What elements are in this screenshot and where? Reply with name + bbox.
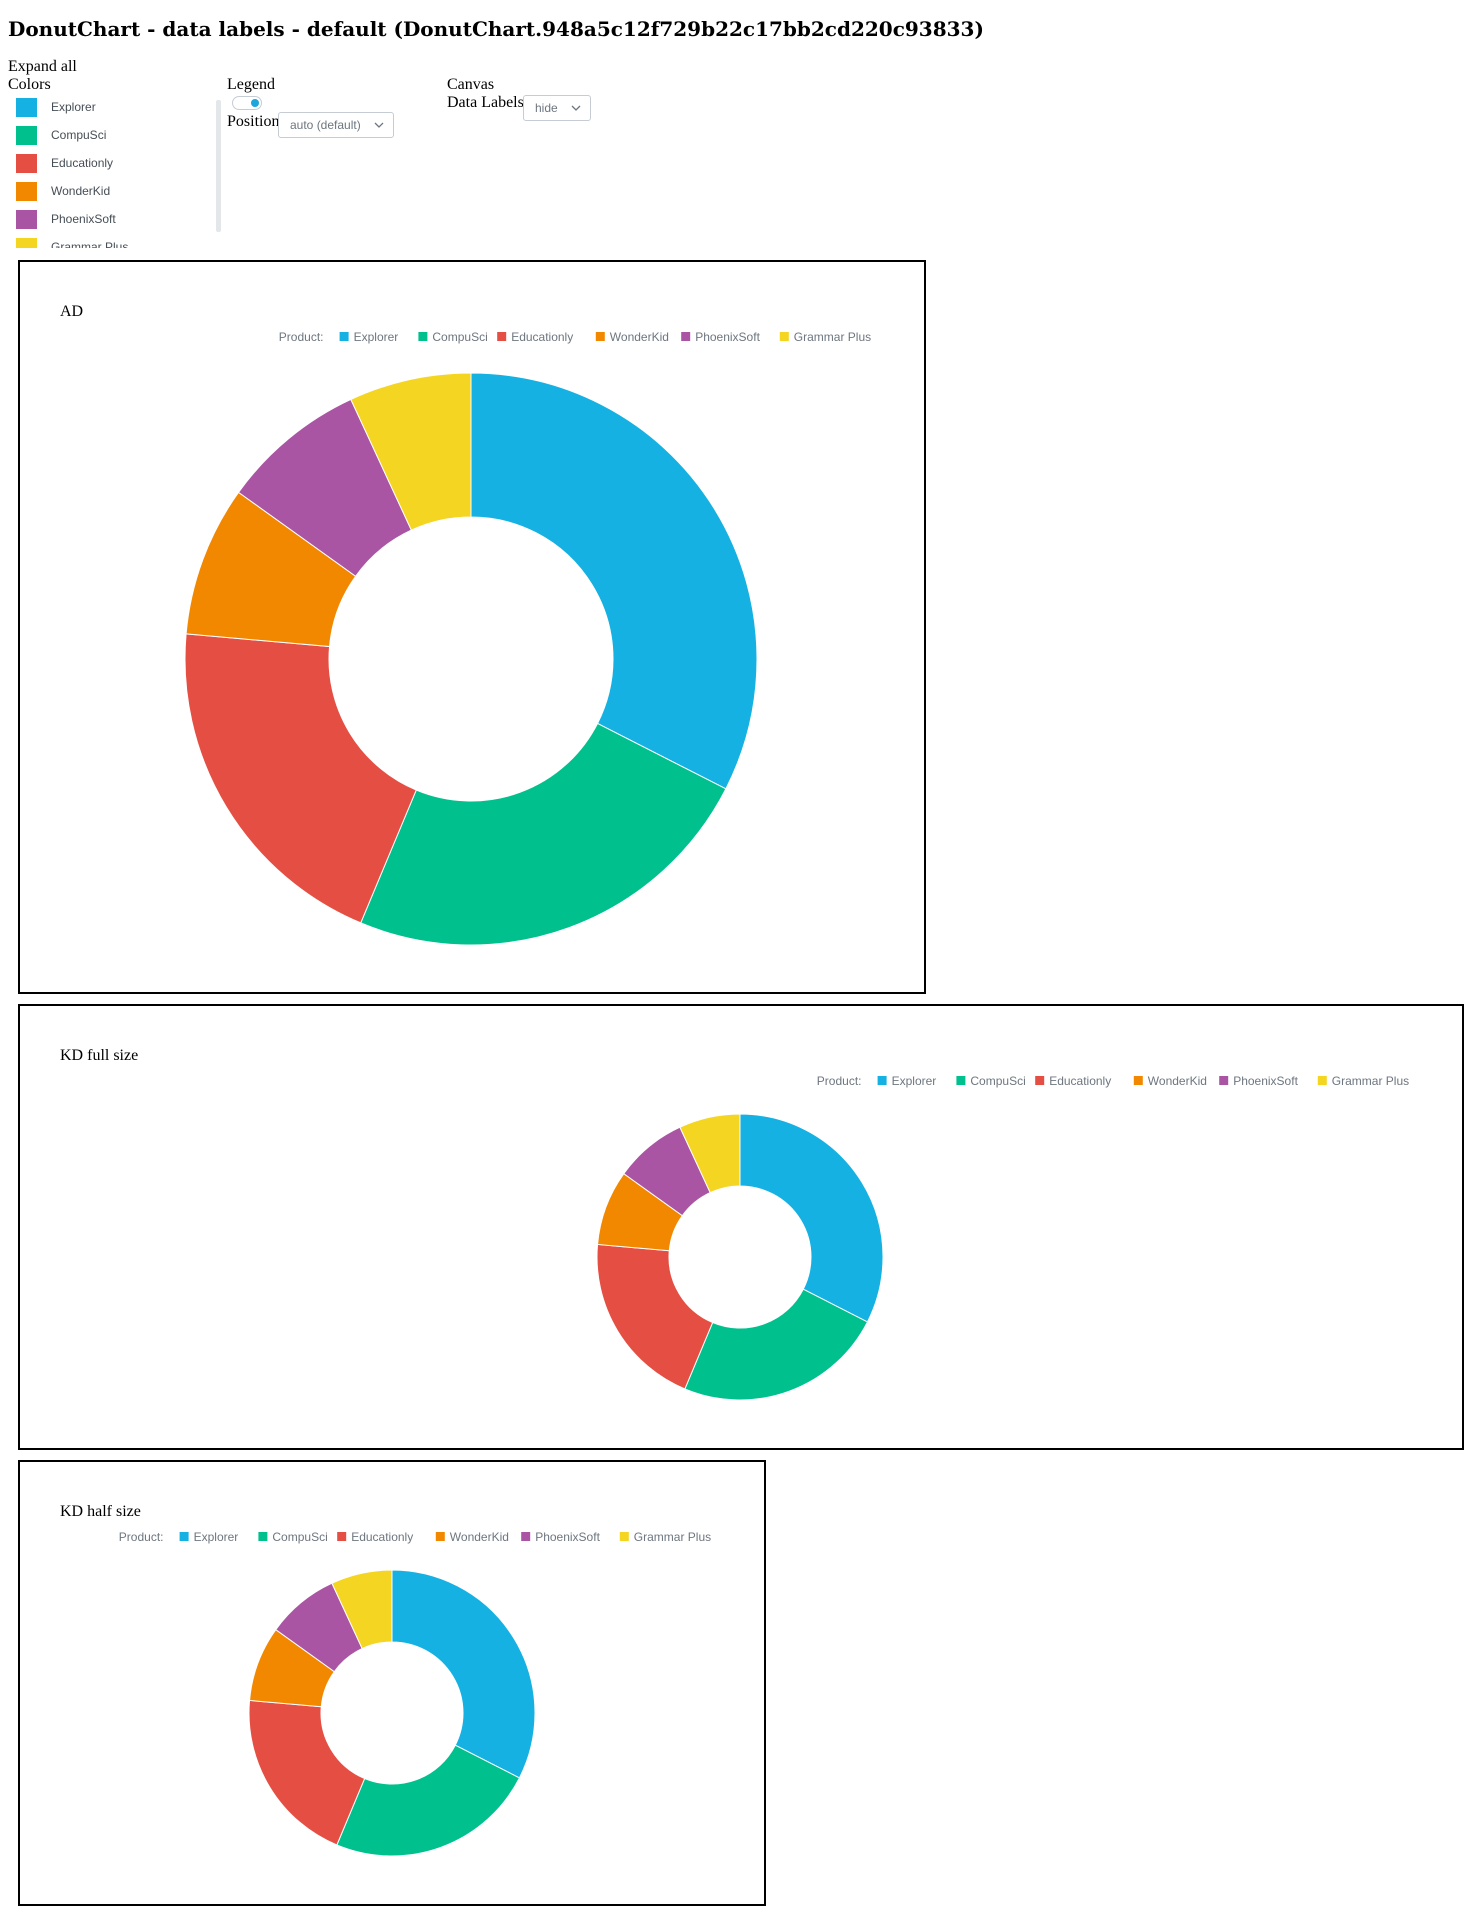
legend-swatch-educationly[interactable] [337, 1532, 347, 1541]
legend-title: Product: [279, 330, 324, 344]
donut-slice-compusci[interactable] [684, 1288, 869, 1401]
donut-slice-educationly[interactable] [184, 633, 417, 924]
color-name: Explorer [51, 100, 96, 114]
chart-title: AD [60, 303, 84, 320]
color-item-compusci[interactable]: CompuSci [16, 125, 106, 145]
legend-item-compusci[interactable]: CompuSci [272, 1530, 327, 1544]
canvas-label: Canvas [447, 76, 495, 93]
color-swatch[interactable] [16, 237, 37, 248]
data-labels-select[interactable]: hide [523, 95, 591, 121]
legend-item-explorer[interactable]: Explorer [354, 330, 399, 344]
colors-scrollbar[interactable] [216, 100, 221, 232]
legend-toggle[interactable] [232, 96, 262, 110]
legend-swatch-compusci[interactable] [418, 332, 428, 341]
donut-slice-grammar-plus[interactable] [679, 1113, 741, 1194]
color-name: Educationly [51, 156, 114, 170]
legend-swatch-compusci[interactable] [956, 1076, 966, 1085]
chart-frame-kd-half: KD half size Product: Explorer CompuSci Edu… [18, 1460, 766, 1906]
toggle-knob [251, 99, 259, 107]
color-item-phoenixsoft[interactable]: PhoenixSoft [16, 209, 116, 229]
legend-swatch-phoenixsoft[interactable] [1219, 1076, 1229, 1085]
color-item-grammar-plus[interactable]: Grammar Plus [16, 237, 128, 248]
legend-swatch-phoenixsoft[interactable] [521, 1532, 531, 1541]
legend-swatch-grammar-plus[interactable] [619, 1532, 629, 1541]
chevron-down-icon [374, 122, 384, 128]
legend-item-educationly[interactable]: Educationly [511, 330, 573, 344]
colors-label: Colors [8, 76, 51, 93]
legend-title: Product: [119, 1530, 164, 1544]
color-swatch[interactable] [16, 97, 37, 117]
color-swatch[interactable] [16, 181, 37, 201]
legend-item-compusci[interactable]: CompuSci [432, 330, 487, 344]
expand-all-link[interactable]: Expand all [8, 58, 77, 75]
legend-swatch-compusci[interactable] [258, 1532, 268, 1541]
donut-slice-grammar-plus[interactable] [350, 372, 472, 531]
legend-swatch-explorer[interactable] [877, 1076, 887, 1085]
chart-title: KD full size [60, 1047, 139, 1064]
color-swatch[interactable] [16, 209, 37, 229]
legend-item-explorer[interactable]: Explorer [892, 1074, 937, 1088]
legend-item-wonderkid[interactable]: WonderKid [450, 1530, 509, 1544]
legend-item-educationly[interactable]: Educationly [351, 1530, 413, 1544]
donut-chart-kd-half: Product: Explorer CompuSci Educationly Wonde… [119, 1530, 711, 1857]
legend-item-explorer[interactable]: Explorer [194, 1530, 239, 1544]
donut-chart-ad: Product: Explorer CompuSci Educationly Wonde… [184, 330, 871, 946]
chart-frame-kd-full: KD full size Product: Explorer CompuSci Edu… [18, 1004, 1464, 1450]
color-item-educationly[interactable]: Educationly [16, 153, 113, 173]
legend-item-phoenixsoft[interactable]: PhoenixSoft [1233, 1074, 1298, 1088]
color-name: PhoenixSoft [51, 212, 116, 226]
legend-item-grammar-plus[interactable]: Grammar Plus [794, 330, 871, 344]
legend-item-grammar-plus[interactable]: Grammar Plus [634, 1530, 711, 1544]
position-label: Position [227, 113, 280, 130]
legend-item-educationly[interactable]: Educationly [1049, 1074, 1111, 1088]
donut-slice-grammar-plus[interactable] [331, 1569, 393, 1650]
legend-swatch-wonderkid[interactable] [595, 332, 605, 341]
color-item-explorer[interactable]: Explorer [16, 97, 96, 117]
donut-slice-compusci[interactable] [336, 1744, 521, 1857]
color-swatch[interactable] [16, 153, 37, 173]
legend-swatch-wonderkid[interactable] [1133, 1076, 1143, 1085]
chart-title: KD half size [60, 1503, 141, 1520]
donut-chart-kd-full: Product: Explorer CompuSci Educationly Wonde… [596, 1074, 1409, 1401]
legend-swatch-explorer[interactable] [179, 1532, 189, 1541]
donut-slice-educationly[interactable] [596, 1243, 714, 1390]
data-labels-label: Data Labels [447, 94, 524, 111]
legend-swatch-explorer[interactable] [339, 332, 349, 341]
donut-slice-educationly[interactable] [248, 1699, 366, 1846]
chevron-down-icon [571, 105, 581, 111]
legend-item-grammar-plus[interactable]: Grammar Plus [1332, 1074, 1409, 1088]
donut-slice-explorer[interactable] [391, 1569, 536, 1779]
color-name: Grammar Plus [51, 240, 129, 248]
legend-item-compusci[interactable]: CompuSci [970, 1074, 1025, 1088]
legend-item-phoenixsoft[interactable]: PhoenixSoft [695, 330, 760, 344]
legend-swatch-grammar-plus[interactable] [1317, 1076, 1327, 1085]
colors-list: Explorer CompuSci Educationly WonderKid … [16, 94, 222, 248]
legend-label: Legend [227, 76, 275, 93]
color-item-wonderkid[interactable]: WonderKid [16, 181, 110, 201]
chart-frame-ad: AD Product: Explorer CompuSci Educationly Wo… [18, 260, 926, 994]
page-title: DonutChart - data labels - default (Donu… [8, 17, 984, 41]
legend-swatch-grammar-plus[interactable] [779, 332, 789, 341]
legend-swatch-wonderkid[interactable] [435, 1532, 445, 1541]
legend-swatch-educationly[interactable] [1035, 1076, 1045, 1085]
data-labels-select-value: hide [535, 101, 558, 115]
donut-slice-explorer[interactable] [470, 372, 758, 790]
position-select-value: auto (default) [290, 118, 361, 132]
color-name: CompuSci [51, 128, 107, 142]
legend-swatch-phoenixsoft[interactable] [681, 332, 691, 341]
legend-item-wonderkid[interactable]: WonderKid [610, 330, 669, 344]
legend-item-wonderkid[interactable]: WonderKid [1148, 1074, 1207, 1088]
legend-swatch-educationly[interactable] [497, 332, 507, 341]
position-select[interactable]: auto (default) [278, 112, 394, 138]
color-swatch[interactable] [16, 125, 37, 145]
donut-slice-compusci[interactable] [360, 722, 727, 946]
donut-slice-explorer[interactable] [739, 1113, 884, 1323]
color-name: WonderKid [51, 184, 111, 198]
legend-item-phoenixsoft[interactable]: PhoenixSoft [535, 1530, 600, 1544]
legend-title: Product: [817, 1074, 862, 1088]
